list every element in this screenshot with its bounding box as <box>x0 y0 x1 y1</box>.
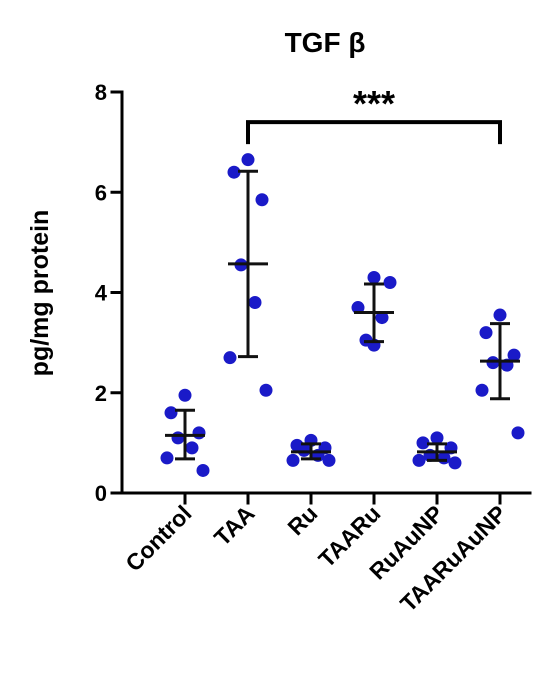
significance-label: *** <box>353 83 395 124</box>
significance-bracket <box>246 120 502 145</box>
data-point <box>178 388 192 402</box>
data-point <box>412 453 426 467</box>
y-axis-label: pg/mg protein <box>26 210 54 377</box>
chart-title: TGF β <box>285 27 366 58</box>
data-point <box>259 383 273 397</box>
data-point <box>351 301 365 315</box>
y-tick-label: 0 <box>95 481 107 506</box>
data-point <box>375 311 389 325</box>
data-point <box>486 356 500 370</box>
data-point <box>511 426 525 440</box>
data-point <box>297 443 311 457</box>
data-point <box>493 308 507 322</box>
significance-annotations: *** <box>246 83 502 145</box>
data-point <box>367 270 381 284</box>
data-point <box>448 456 462 470</box>
y-tick-label: 4 <box>95 281 108 306</box>
data-point <box>227 165 241 179</box>
data-point <box>416 436 430 450</box>
data-point <box>507 348 521 362</box>
x-tick-label: TAA <box>209 500 260 551</box>
data-point <box>255 193 269 207</box>
data-point <box>241 153 255 167</box>
data-point <box>164 406 178 420</box>
data-point <box>185 441 199 455</box>
data-point <box>430 431 444 445</box>
data-point <box>475 383 489 397</box>
data-point <box>248 296 262 310</box>
data-point <box>223 351 237 365</box>
data-point <box>286 453 300 467</box>
x-tick-label: Ru <box>282 500 322 540</box>
y-tick-label: 8 <box>95 80 107 105</box>
data-point <box>192 426 206 440</box>
y-tick-label: 2 <box>95 381 107 406</box>
data-point <box>383 275 397 289</box>
data-point <box>196 463 210 477</box>
data-point <box>160 451 174 465</box>
data-marks <box>160 153 525 477</box>
data-point <box>322 453 336 467</box>
data-point <box>479 326 493 340</box>
data-point <box>171 431 185 445</box>
x-tick-label: Control <box>120 500 196 576</box>
y-tick-label: 6 <box>95 180 107 205</box>
